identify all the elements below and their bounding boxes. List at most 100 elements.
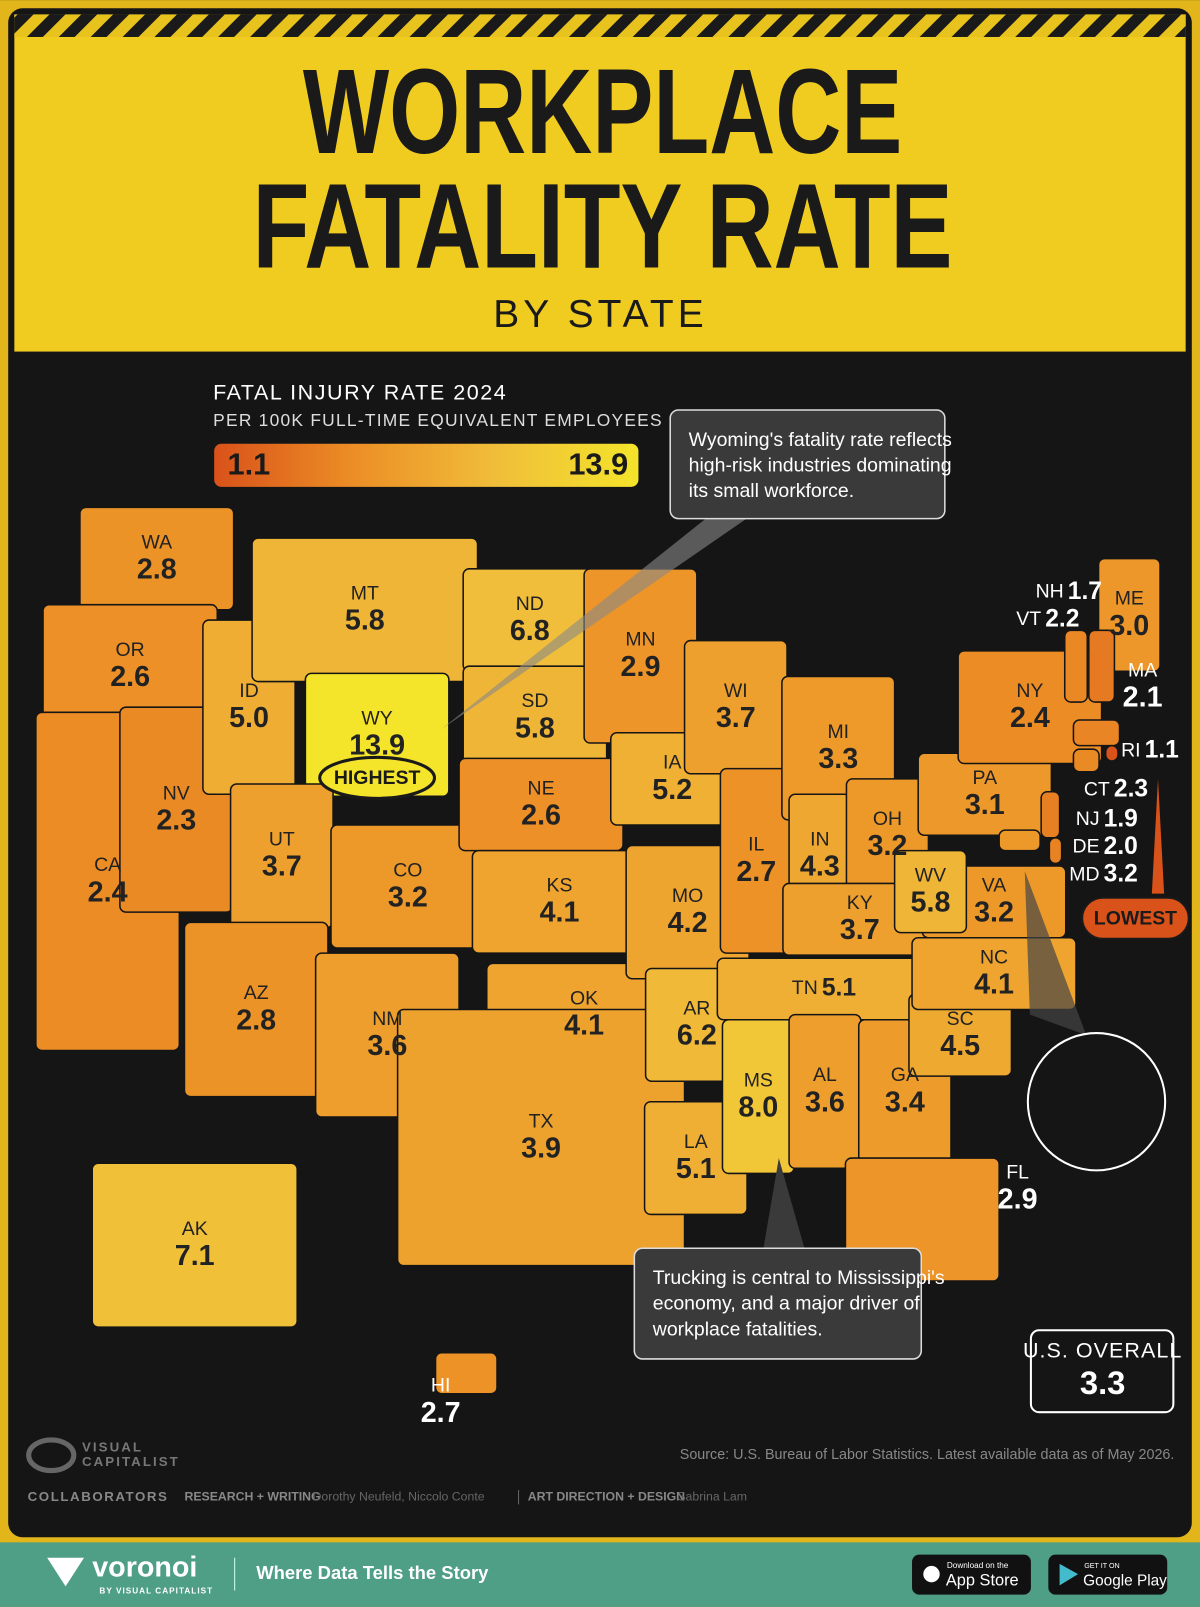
callout-text: high-risk industries dominating xyxy=(689,454,952,476)
state-region xyxy=(716,957,924,1021)
apple-icon xyxy=(923,1565,940,1583)
state-region xyxy=(1072,748,1100,773)
state-value: 4.5 xyxy=(940,1030,980,1062)
lowest-badge xyxy=(1081,896,1190,940)
state-code: MO xyxy=(672,885,703,907)
state-code: WI xyxy=(724,680,748,702)
highest-badge xyxy=(318,755,437,800)
state-value: 4.2 xyxy=(668,907,708,939)
state-value: 2.9 xyxy=(621,651,661,683)
credits-heading: COLLABORATORS xyxy=(28,1489,169,1504)
credits-label: ART DIRECTION + DESIGN xyxy=(528,1490,685,1504)
state-value: 3.1 xyxy=(965,789,1005,821)
lowest-label: LOWEST xyxy=(1094,907,1177,929)
state-code: NV xyxy=(163,782,190,804)
state-code: IN xyxy=(810,829,829,851)
state-code: MI xyxy=(827,721,849,743)
dc-inset xyxy=(1026,1032,1167,1172)
state-value: 1.7 xyxy=(1068,578,1102,605)
state-value: 7.1 xyxy=(175,1240,215,1272)
state-value: 3.2 xyxy=(868,830,908,862)
state-value: 2.8 xyxy=(236,1004,276,1036)
google-play-button[interactable] xyxy=(1048,1554,1168,1595)
callout-text: workplace fatalities. xyxy=(652,1318,823,1340)
state-code: KY xyxy=(847,892,873,914)
state-code: NH xyxy=(1036,581,1064,603)
state-value: 2.8 xyxy=(137,553,177,585)
callout-box xyxy=(669,409,946,520)
state-value: 1.9 xyxy=(1104,805,1138,832)
state-code: MT xyxy=(351,583,379,605)
state-code: DE xyxy=(1073,836,1100,858)
state-value: 3.7 xyxy=(840,914,880,946)
state-code: AR xyxy=(683,998,710,1020)
state-code: IL xyxy=(748,834,764,856)
title-line: WORKPLACE xyxy=(303,44,902,179)
state-code: OK xyxy=(570,987,598,1009)
state-code: HI xyxy=(431,1375,450,1397)
callout-text: its small workforce. xyxy=(689,480,855,502)
state-value: 5.8 xyxy=(345,605,385,637)
state-region xyxy=(1072,719,1121,747)
state-code: VA xyxy=(982,875,1007,897)
state-value: 2.2 xyxy=(1045,606,1079,633)
state-region xyxy=(1104,744,1119,762)
state-value: 3.6 xyxy=(367,1030,407,1062)
footer-by: BY VISUAL CAPITALIST xyxy=(99,1587,213,1596)
state-code: WY xyxy=(361,708,392,730)
state-code: CT xyxy=(1084,778,1110,800)
us-overall-label: U.S. OVERALL xyxy=(1023,1338,1182,1362)
state-region xyxy=(998,829,1041,852)
state-region xyxy=(434,1352,498,1395)
callout-pointer xyxy=(763,1158,805,1249)
app-label: App Store xyxy=(946,1572,1019,1590)
state-code: NE xyxy=(528,777,555,799)
play-small: GET IT ON xyxy=(1084,1562,1120,1570)
state-value: 6.8 xyxy=(510,615,550,647)
state-value: 8.0 xyxy=(738,1091,778,1123)
state-code: CA xyxy=(94,854,121,876)
state-value: 3.7 xyxy=(716,702,756,734)
state-value: 5.8 xyxy=(911,887,951,919)
callout-text: economy, and a major driver of xyxy=(653,1293,921,1315)
header-band xyxy=(14,14,1186,352)
state-value: 3.2 xyxy=(974,897,1014,929)
hazard-stripes xyxy=(14,14,1186,37)
state-code: AK xyxy=(182,1218,208,1240)
states xyxy=(35,506,1161,1395)
callout-pointer xyxy=(440,517,749,730)
state-code: RI xyxy=(1121,739,1140,761)
highest-label: HIGHEST xyxy=(334,767,421,789)
state-value: 3.7 xyxy=(262,851,302,883)
state-code: NJ xyxy=(1076,808,1100,830)
app-store-button[interactable] xyxy=(912,1554,1031,1595)
state-code: MS xyxy=(744,1069,773,1091)
state-code: CO xyxy=(393,859,422,881)
footer-brand: voronoi xyxy=(92,1552,197,1584)
logo-text: VISUAL xyxy=(82,1440,143,1455)
state-value: 3.4 xyxy=(885,1086,925,1118)
state-code: VT xyxy=(1016,608,1041,630)
state-region xyxy=(1048,837,1063,865)
state-value: 2.4 xyxy=(1010,702,1050,734)
logo-mark xyxy=(26,1437,77,1474)
state-code: MD xyxy=(1069,863,1099,885)
state-code: PA xyxy=(973,767,998,789)
legend-title: FATAL INJURY RATE 2024 xyxy=(213,380,507,404)
state-code: TX xyxy=(529,1110,554,1132)
state-code: LA xyxy=(684,1131,708,1153)
state-code: ID xyxy=(239,680,258,702)
state-value: 2.9 xyxy=(998,1184,1038,1216)
lowest-pointer xyxy=(1151,778,1165,894)
state-code: NY xyxy=(1016,680,1043,702)
state-value: 3.0 xyxy=(1109,610,1149,642)
legend-max: 13.9 xyxy=(568,446,628,481)
state-region xyxy=(1088,629,1116,703)
state-code: WV xyxy=(915,864,946,886)
voronoi-logo xyxy=(47,1557,85,1587)
state-code: OR xyxy=(116,639,145,661)
state-code: MA xyxy=(1128,659,1157,681)
state-code: TN xyxy=(792,977,818,999)
state-code: UT xyxy=(269,829,295,851)
